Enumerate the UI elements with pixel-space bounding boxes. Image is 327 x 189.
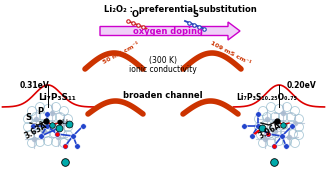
Polygon shape	[100, 22, 240, 40]
Text: Li₇P₃S₁₀.₂₅O₀.₇₅: Li₇P₃S₁₀.₂₅O₀.₇₅	[236, 93, 298, 102]
Text: S: S	[192, 10, 198, 19]
Text: 50 mS cm⁻¹: 50 mS cm⁻¹	[102, 41, 140, 65]
Text: oxygen doping: oxygen doping	[133, 26, 203, 36]
Text: ionic conductivity: ionic conductivity	[129, 64, 197, 74]
Text: 109 mS cm⁻¹: 109 mS cm⁻¹	[210, 40, 252, 66]
Text: 0.20eV: 0.20eV	[287, 81, 317, 90]
Text: broaden channel: broaden channel	[123, 91, 203, 101]
Text: (300 K): (300 K)	[149, 57, 177, 66]
Text: Li₂O₂ :  preferential substitution: Li₂O₂ : preferential substitution	[104, 5, 256, 14]
Text: S: S	[25, 113, 31, 122]
Text: ●Li: ●Li	[57, 119, 69, 125]
Text: 3.63Å: 3.63Å	[23, 121, 49, 141]
Text: Li₇P₃S₁₁: Li₇P₃S₁₁	[38, 93, 76, 102]
Text: 3.96Å: 3.96Å	[257, 121, 283, 141]
Text: O: O	[131, 10, 139, 19]
Text: 0.31eV: 0.31eV	[20, 81, 50, 90]
Text: P: P	[37, 107, 43, 116]
